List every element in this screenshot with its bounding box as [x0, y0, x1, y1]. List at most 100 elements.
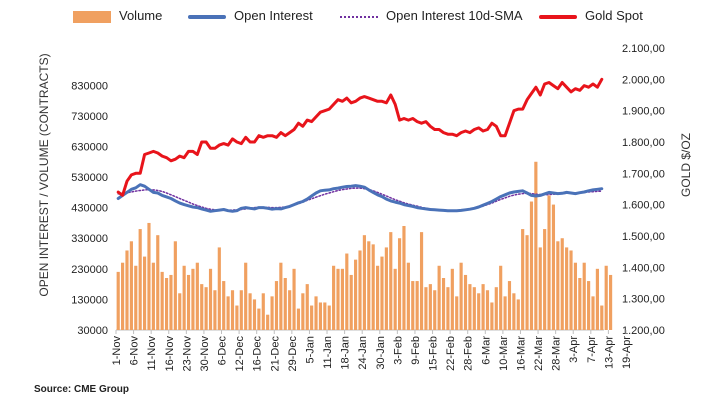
x-tick-label: 7-Apr [586, 336, 598, 363]
volume-bar [529, 201, 534, 330]
volume-bar [340, 268, 344, 330]
volume-bar [217, 247, 221, 330]
volume-bar [270, 296, 274, 330]
x-tick-label: 5-Jan [304, 336, 316, 364]
open-interest-swatch [188, 14, 226, 19]
volume-bar [151, 262, 155, 330]
volume-bar [397, 238, 402, 330]
volume-bar [490, 302, 494, 330]
gold-spot-line [116, 77, 604, 197]
volume-bar [551, 204, 556, 330]
left-tick-label: 830000 [71, 80, 108, 92]
volume-bar [411, 281, 415, 330]
x-tick-label: 16-Mar [515, 336, 527, 371]
volume-bar [459, 262, 463, 330]
volume-bar [468, 284, 472, 330]
volume-bar [195, 262, 199, 330]
line-series [116, 77, 604, 213]
volume-bar [204, 287, 208, 330]
left-tick-label: 430000 [71, 203, 108, 215]
volume-bar [609, 274, 613, 330]
x-axis-ticks: 1-Nov 6-Nov 11-Nov 16-Nov 23-Nov 30-Nov 6-Dec 1… [111, 330, 633, 371]
volume-bar [292, 268, 296, 330]
gold-spot-swatch [539, 14, 577, 19]
volume-bar [252, 299, 257, 330]
oi-sma-swatch [340, 15, 378, 18]
x-tick-label: 9-Feb [410, 336, 422, 365]
right-axis-title: GOLD $/OZ [679, 133, 693, 197]
volume-bar [371, 244, 375, 330]
volume-bar [556, 241, 560, 330]
x-tick-label: 29-Dec [287, 336, 299, 372]
right-tick-label: 1.900,00 [622, 106, 665, 118]
volume-bars [116, 161, 613, 330]
x-tick-label: 15-Feb [428, 336, 440, 371]
volume-bar [587, 281, 591, 330]
volume-bar [235, 305, 239, 330]
volume-bar [349, 274, 353, 330]
volume-bar [600, 305, 604, 330]
volume-bar [507, 281, 512, 330]
right-tick-label: 2.000,00 [622, 74, 665, 86]
volume-bar [512, 293, 516, 330]
volume-bar [433, 290, 437, 330]
x-tick-label: 16-Dec [252, 336, 264, 372]
volume-bar [569, 250, 573, 330]
left-axis-title: OPEN INTEREST / VOLUME (CONTRACTS) [37, 53, 51, 296]
right-tick-label: 1.500,00 [622, 231, 665, 243]
volume-bar [437, 265, 441, 330]
legend-item-open-interest: Open Interest [188, 8, 313, 23]
left-tick-label: 530000 [71, 172, 108, 184]
volume-bar [244, 262, 248, 330]
volume-bar [477, 293, 481, 330]
volume-bar [419, 232, 424, 330]
x-tick-label: 3-Feb [392, 336, 404, 365]
volume-bar [314, 296, 318, 330]
volume-bar [226, 296, 230, 330]
volume-bar [147, 222, 151, 330]
right-axis-ticks: 1.200,00 1.300,00 1.400,00 1.500,00 1.600,00… [622, 43, 665, 337]
volume-bar [354, 259, 358, 330]
volume-bar [138, 229, 142, 330]
volume-bar [173, 241, 177, 330]
volume-bar [393, 268, 397, 330]
volume-bar [481, 284, 485, 330]
volume-bar [288, 290, 292, 330]
volume-bar [441, 278, 446, 330]
x-tick-label: 11-Jan [322, 336, 334, 369]
right-tick-label: 1.200,00 [622, 325, 665, 337]
volume-bar [503, 296, 507, 330]
volume-bar [494, 287, 498, 330]
x-tick-label: 1-Nov [111, 336, 123, 366]
volume-bar [534, 161, 538, 330]
left-axis-ticks: 30000 130000 230000 330000 430000 530000 63000… [71, 80, 108, 337]
volume-bar [121, 262, 125, 330]
volume-bar [160, 271, 164, 330]
volume-bar [485, 290, 490, 330]
volume-bar [402, 226, 406, 330]
left-tick-label: 330000 [71, 233, 108, 245]
volume-bar [310, 305, 314, 330]
x-tick-label: 16-Nov [164, 336, 176, 372]
volume-bar [336, 268, 340, 330]
x-tick-label: 11-Nov [146, 336, 158, 371]
volume-bar [200, 284, 204, 330]
volume-bar [380, 256, 384, 330]
legend-label: Open Interest 10d-SMA [386, 8, 523, 23]
volume-bar [296, 308, 301, 330]
volume-bar [169, 274, 173, 330]
volume-bar [274, 281, 279, 330]
volume-bar [142, 256, 147, 330]
legend-label: Volume [119, 8, 163, 23]
x-tick-label: 22-Mar [533, 336, 545, 371]
x-tick-label: 6-Nov [129, 336, 141, 366]
oi-sma-line [117, 187, 603, 212]
volume-bar [424, 287, 428, 330]
volume-bar [345, 253, 349, 330]
x-tick-label: 24-Jan [357, 336, 369, 370]
x-tick-label: 30-Jan [375, 336, 387, 370]
volume-bar [582, 262, 586, 330]
volume-bar [521, 229, 525, 330]
volume-bar [279, 262, 283, 330]
volume-bar [213, 290, 217, 330]
